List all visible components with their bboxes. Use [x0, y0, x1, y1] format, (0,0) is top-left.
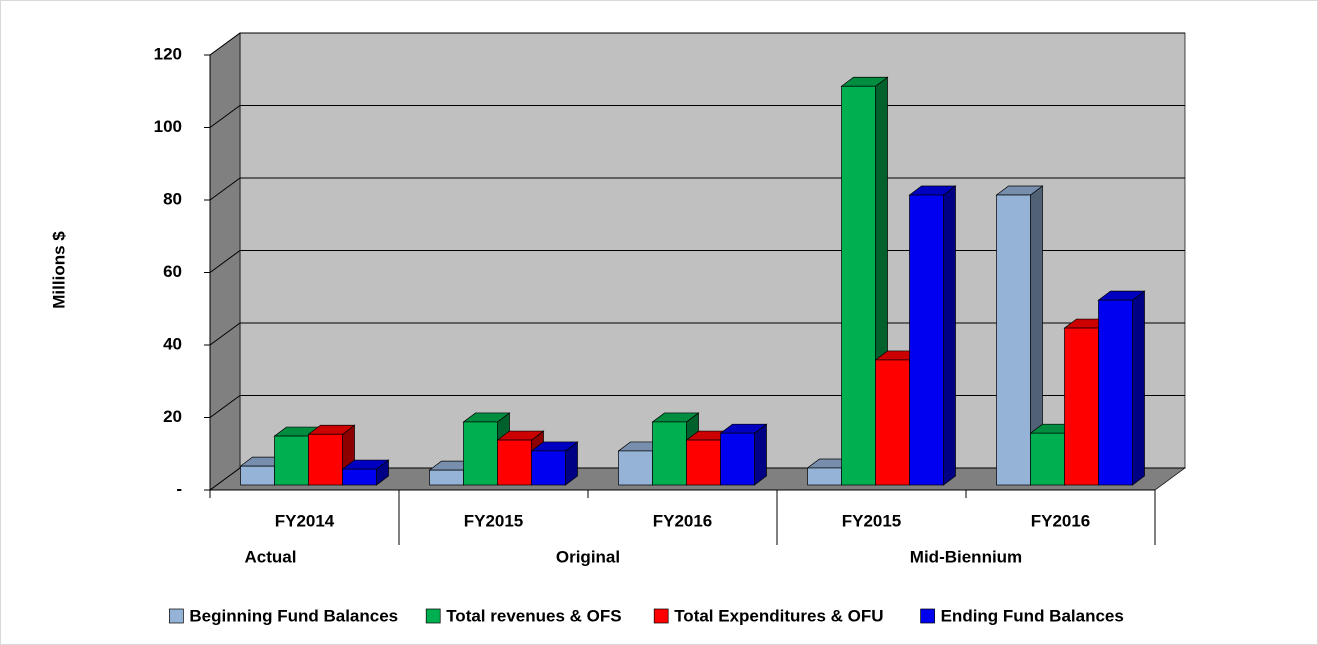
x-tick-label: FY2016 [653, 511, 713, 530]
group-label: Mid-Biennium [910, 547, 1022, 566]
grid-line-side [209, 105, 241, 128]
grid-line-side [209, 467, 241, 491]
legend-label: Total revenues & OFS [446, 606, 621, 625]
grid-line-side [209, 32, 241, 56]
bar [497, 439, 532, 486]
bar [652, 421, 687, 486]
bar [274, 435, 309, 486]
bar-side [943, 185, 956, 486]
bar [807, 467, 842, 486]
grid-line-side [209, 395, 241, 418]
x-tick-label: FY2014 [275, 511, 335, 530]
bar [342, 468, 377, 486]
legend-swatch [653, 608, 669, 624]
y-tick-label: 20 [163, 407, 182, 426]
bar [875, 359, 910, 486]
group-label: Actual [244, 547, 296, 566]
bar-side [754, 423, 767, 486]
grid-line-side [209, 322, 241, 346]
legend-swatch [920, 608, 935, 624]
y-tick-label: 100 [154, 117, 182, 136]
bar [308, 433, 343, 486]
bar [841, 85, 876, 486]
bar [1064, 327, 1099, 486]
x-tick-label: FY2015 [842, 511, 902, 530]
bar [686, 439, 721, 486]
bar [240, 465, 275, 486]
bar [720, 432, 755, 486]
legend-swatch [425, 608, 441, 624]
bar [1030, 432, 1065, 486]
legend-label: Total Expenditures & OFU [674, 606, 883, 625]
bar [996, 194, 1031, 486]
x-tick-label: FY2015 [464, 511, 524, 530]
grid-line-side [209, 250, 241, 273]
y-tick-label: 120 [154, 44, 182, 63]
bar [531, 450, 566, 486]
y-tick-label: 80 [163, 189, 182, 208]
grid-line-side [209, 177, 241, 201]
legend-swatch [169, 608, 184, 624]
bar [618, 450, 653, 486]
bar [1098, 299, 1133, 486]
group-label: Original [556, 547, 620, 566]
y-tick-label: - [176, 479, 182, 498]
bar [463, 421, 498, 486]
y-tick-label: 40 [163, 334, 182, 353]
bar [909, 194, 944, 486]
legend-label: Beginning Fund Balances [189, 606, 398, 625]
bar [429, 469, 464, 486]
legend-label: Ending Fund Balances [941, 606, 1124, 625]
x-tick-label: FY2016 [1031, 511, 1091, 530]
y-tick-label: 60 [163, 262, 182, 281]
y-axis-label: Millions $ [49, 231, 68, 309]
bar-side [1132, 290, 1145, 486]
